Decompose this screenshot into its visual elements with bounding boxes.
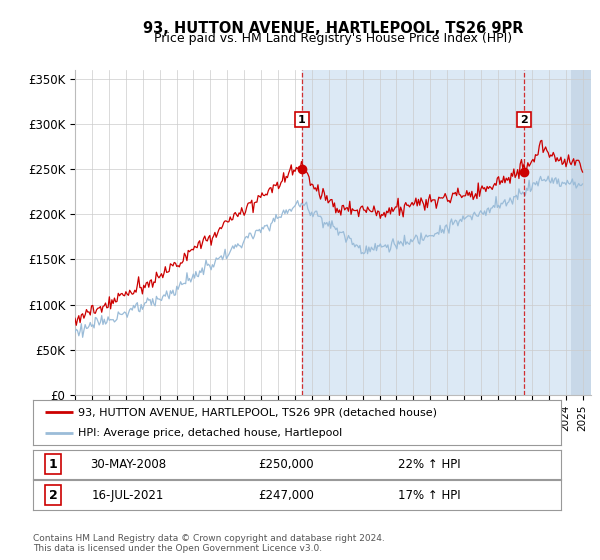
Text: 30-MAY-2008: 30-MAY-2008: [90, 458, 166, 471]
Bar: [302, 70, 571, 395]
Text: HPI: Average price, detached house, Hartlepool: HPI: Average price, detached house, Hart…: [78, 428, 342, 438]
Text: 17% ↑ HPI: 17% ↑ HPI: [398, 488, 460, 502]
Text: 16-JUL-2021: 16-JUL-2021: [92, 488, 164, 502]
Text: Price paid vs. HM Land Registry's House Price Index (HPI): Price paid vs. HM Land Registry's House …: [154, 32, 512, 45]
Text: 93, HUTTON AVENUE, HARTLEPOOL, TS26 9PR (detached house): 93, HUTTON AVENUE, HARTLEPOOL, TS26 9PR …: [78, 408, 437, 418]
Text: 22% ↑ HPI: 22% ↑ HPI: [398, 458, 460, 471]
Text: £250,000: £250,000: [259, 458, 314, 471]
Text: 1: 1: [298, 115, 306, 125]
Text: 2: 2: [49, 488, 58, 502]
Text: 93, HUTTON AVENUE, HARTLEPOOL, TS26 9PR: 93, HUTTON AVENUE, HARTLEPOOL, TS26 9PR: [143, 21, 523, 36]
Text: Contains HM Land Registry data © Crown copyright and database right 2024.
This d: Contains HM Land Registry data © Crown c…: [33, 534, 385, 553]
Text: £247,000: £247,000: [259, 488, 314, 502]
Bar: [571, 70, 596, 395]
Text: 2: 2: [520, 115, 528, 125]
Text: 1: 1: [49, 458, 58, 471]
